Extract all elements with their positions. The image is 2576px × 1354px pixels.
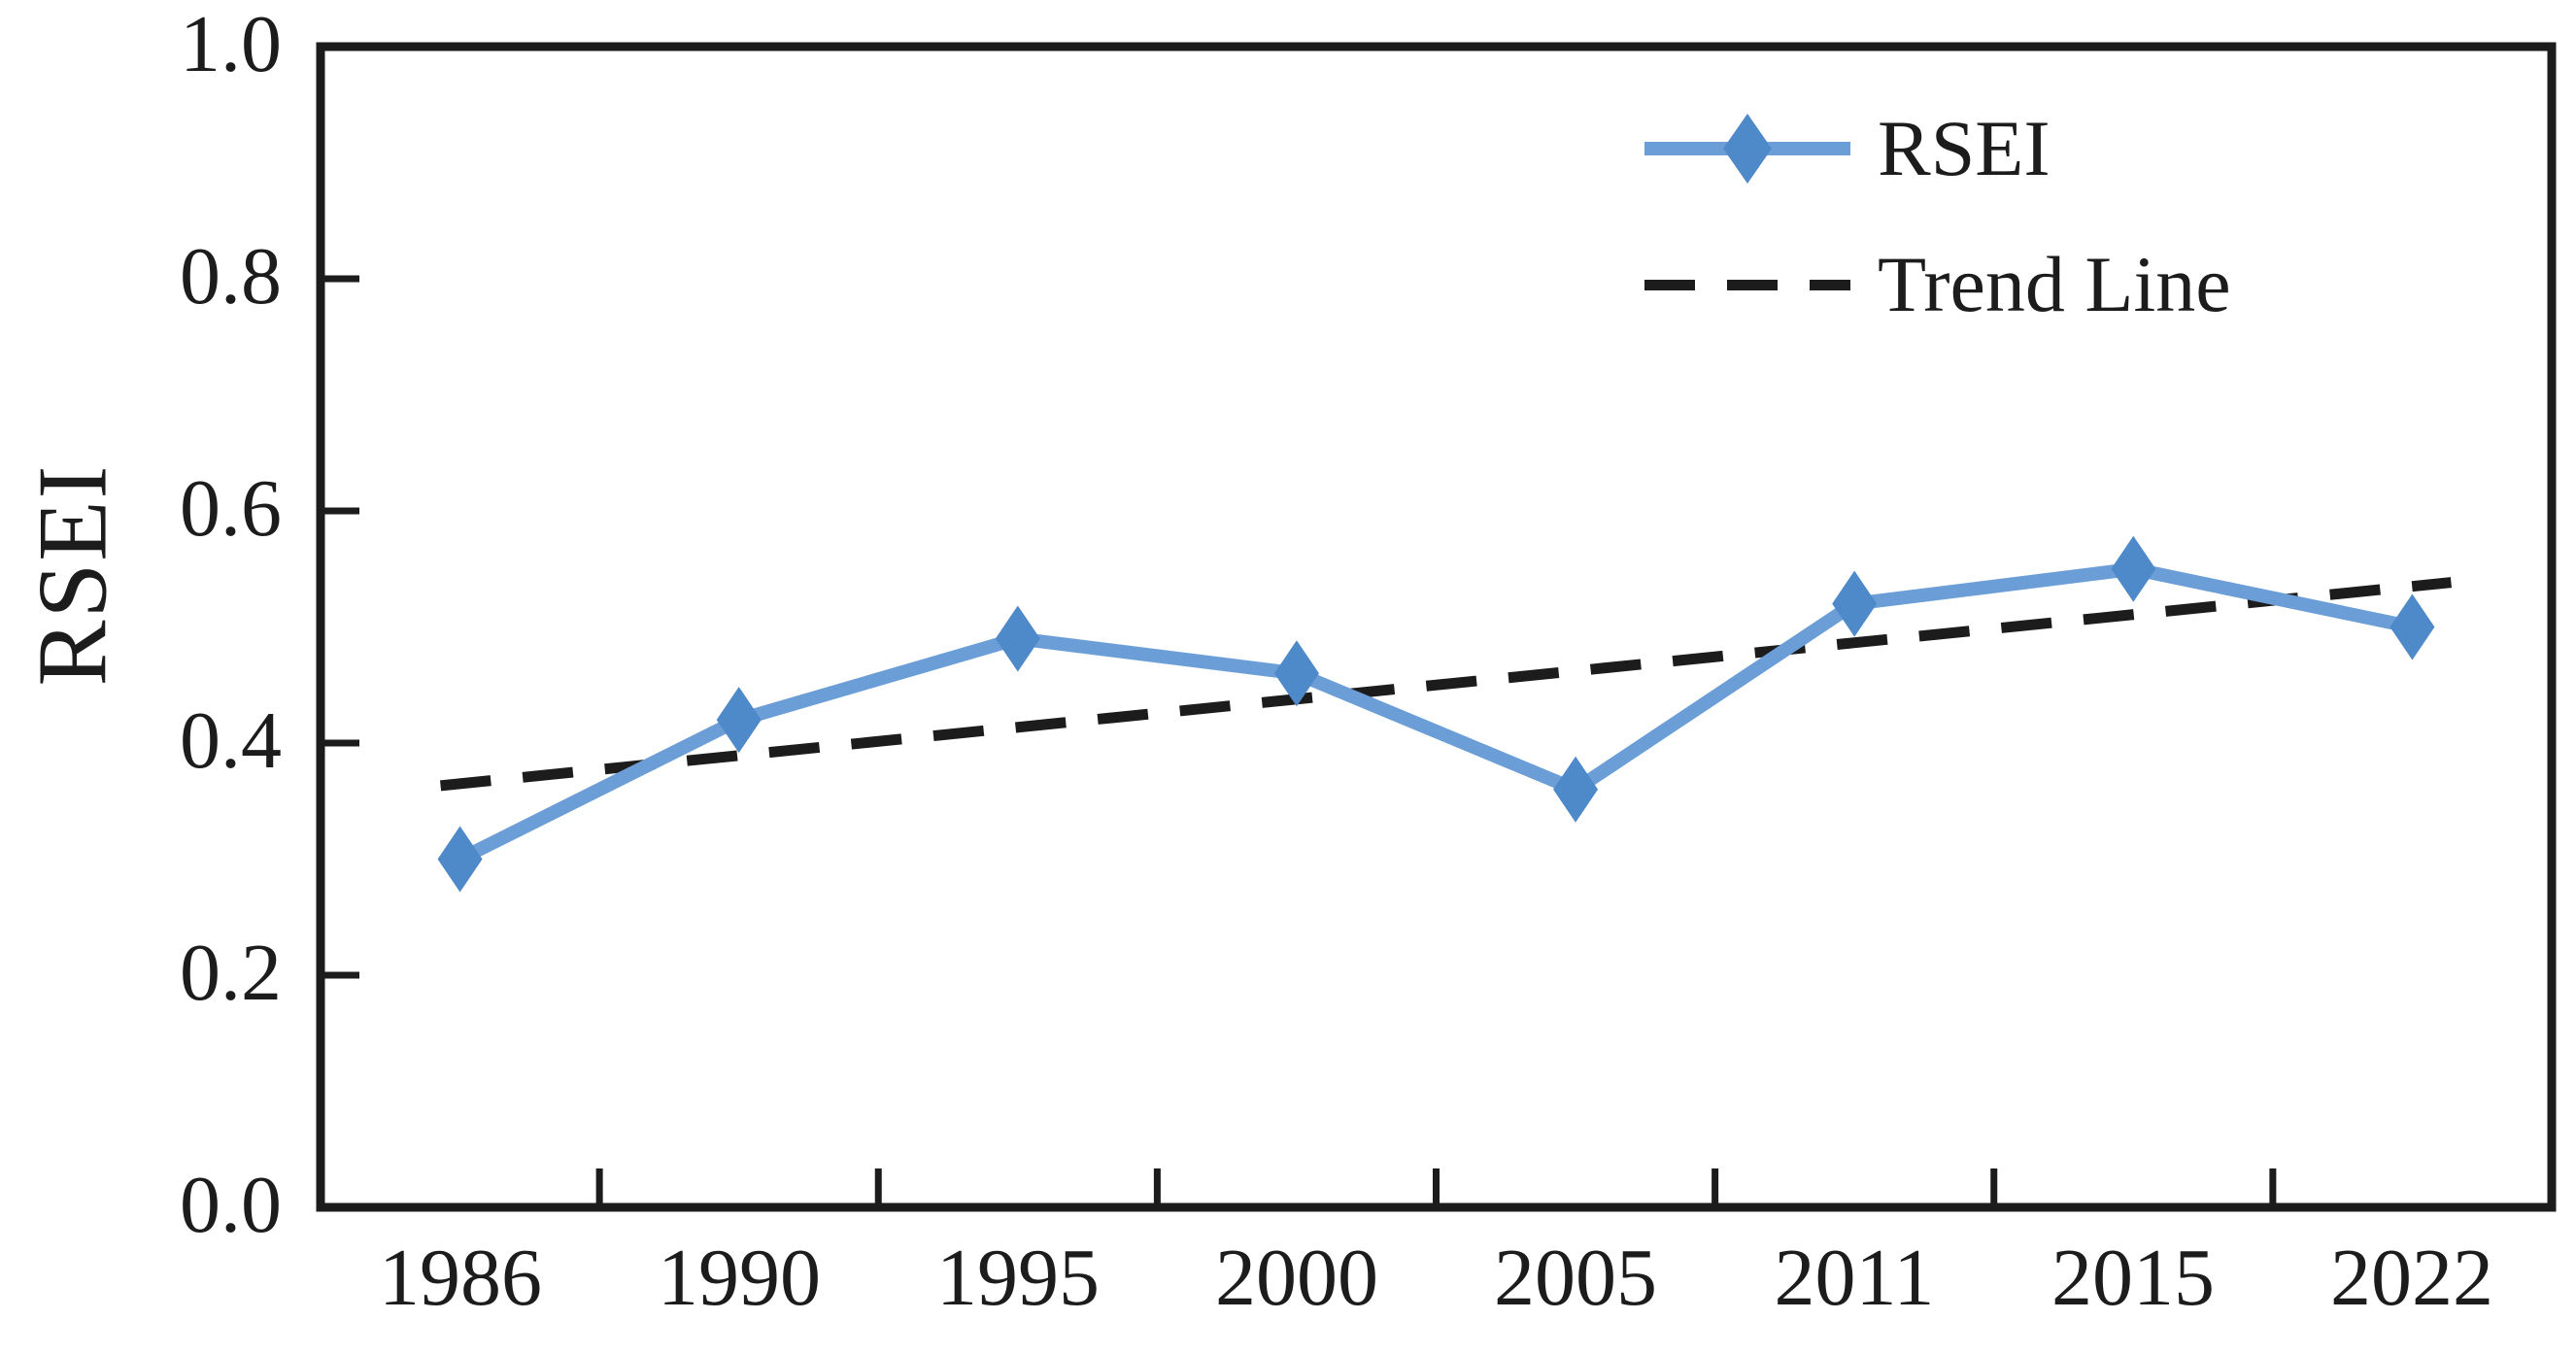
rsei-data-point: [1553, 756, 1599, 823]
legend-label: Trend Line: [1878, 240, 2231, 328]
legend-dash-sample-trend: [1644, 217, 1850, 353]
x-tick-label: 2015: [2051, 1233, 2215, 1323]
legend-item-rsei: RSEI: [1644, 81, 2363, 217]
x-tick-label: 2022: [2330, 1233, 2493, 1323]
rsei-series-line: [453, 561, 2420, 866]
legend-label: RSEI: [1878, 104, 2051, 192]
legend-line-sample-rsei: [1644, 81, 1850, 217]
rsei-data-point: [716, 687, 762, 754]
rsei-data-point: [1832, 570, 1878, 637]
rsei-data-point: [437, 826, 483, 893]
rsei-data-point: [1273, 640, 1319, 707]
legend-item-trend-line: Trend Line: [1644, 217, 2363, 353]
rsei-data-point: [2111, 535, 2156, 602]
y-tick-label: 0.6: [180, 463, 282, 554]
x-tick-label: 2011: [1774, 1233, 1935, 1323]
rsei-data-point: [995, 605, 1040, 672]
diamond-marker-icon: [1723, 114, 1772, 184]
trend-line: [440, 577, 2452, 792]
x-tick-label: 1995: [936, 1233, 1100, 1323]
y-tick-label: 0.0: [180, 1160, 282, 1250]
x-tick-label: 1986: [379, 1233, 542, 1323]
x-tick-label: 2000: [1215, 1233, 1378, 1323]
y-tick-label: 1.0: [180, 0, 282, 89]
dashed-line-sample-icon: [1644, 280, 1850, 290]
rsei-data-point: [2390, 593, 2435, 660]
y-tick-label: 0.2: [180, 928, 282, 1018]
x-tick-label: 1990: [658, 1233, 821, 1323]
x-tick-label: 2005: [1494, 1233, 1657, 1323]
legend: RSEI Trend Line: [1644, 81, 2363, 353]
y-tick-label: 0.8: [180, 231, 282, 322]
y-tick-label: 0.4: [180, 695, 282, 786]
